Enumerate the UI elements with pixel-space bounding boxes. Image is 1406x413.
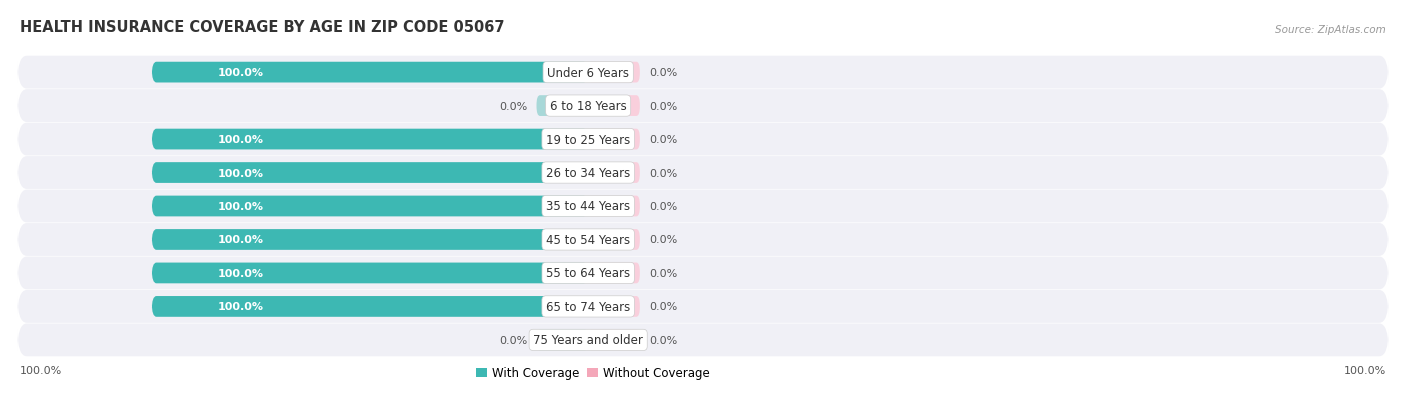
FancyBboxPatch shape [152, 263, 588, 284]
Text: 0.0%: 0.0% [499, 101, 527, 112]
Text: 45 to 54 Years: 45 to 54 Years [546, 233, 630, 247]
Text: 0.0%: 0.0% [650, 101, 678, 112]
Text: 6 to 18 Years: 6 to 18 Years [550, 100, 627, 113]
Text: 0.0%: 0.0% [650, 135, 678, 145]
Text: HEALTH INSURANCE COVERAGE BY AGE IN ZIP CODE 05067: HEALTH INSURANCE COVERAGE BY AGE IN ZIP … [20, 19, 505, 35]
Text: 100.0%: 100.0% [1344, 365, 1386, 375]
Text: 100.0%: 100.0% [20, 365, 62, 375]
Text: 100.0%: 100.0% [218, 168, 263, 178]
Text: 100.0%: 100.0% [218, 268, 263, 278]
FancyBboxPatch shape [17, 257, 1389, 290]
FancyBboxPatch shape [588, 129, 640, 150]
FancyBboxPatch shape [588, 330, 640, 350]
FancyBboxPatch shape [152, 163, 588, 183]
FancyBboxPatch shape [152, 129, 588, 150]
FancyBboxPatch shape [17, 190, 1389, 223]
Text: Under 6 Years: Under 6 Years [547, 66, 628, 79]
Text: 100.0%: 100.0% [218, 202, 263, 211]
Text: 0.0%: 0.0% [650, 268, 678, 278]
FancyBboxPatch shape [152, 296, 588, 317]
FancyBboxPatch shape [17, 223, 1389, 256]
Text: 55 to 64 Years: 55 to 64 Years [546, 267, 630, 280]
Text: 75 Years and older: 75 Years and older [533, 334, 643, 347]
Text: 0.0%: 0.0% [650, 68, 678, 78]
FancyBboxPatch shape [588, 263, 640, 284]
Text: 0.0%: 0.0% [499, 335, 527, 345]
Text: 100.0%: 100.0% [218, 235, 263, 245]
FancyBboxPatch shape [152, 230, 588, 250]
FancyBboxPatch shape [537, 96, 588, 117]
FancyBboxPatch shape [537, 330, 588, 350]
Text: 100.0%: 100.0% [218, 135, 263, 145]
FancyBboxPatch shape [152, 196, 588, 217]
FancyBboxPatch shape [17, 123, 1389, 156]
FancyBboxPatch shape [17, 290, 1389, 323]
Text: 0.0%: 0.0% [650, 202, 678, 211]
FancyBboxPatch shape [17, 324, 1389, 356]
Text: 0.0%: 0.0% [650, 335, 678, 345]
FancyBboxPatch shape [588, 163, 640, 183]
FancyBboxPatch shape [17, 57, 1389, 89]
FancyBboxPatch shape [588, 296, 640, 317]
Text: 0.0%: 0.0% [650, 168, 678, 178]
FancyBboxPatch shape [588, 230, 640, 250]
FancyBboxPatch shape [17, 157, 1389, 190]
FancyBboxPatch shape [152, 63, 588, 83]
FancyBboxPatch shape [588, 196, 640, 217]
Text: 19 to 25 Years: 19 to 25 Years [546, 133, 630, 146]
FancyBboxPatch shape [588, 63, 640, 83]
FancyBboxPatch shape [588, 96, 640, 117]
Text: 35 to 44 Years: 35 to 44 Years [546, 200, 630, 213]
Legend: With Coverage, Without Coverage: With Coverage, Without Coverage [475, 367, 710, 380]
Text: 0.0%: 0.0% [650, 301, 678, 312]
Text: 0.0%: 0.0% [650, 235, 678, 245]
Text: 65 to 74 Years: 65 to 74 Years [546, 300, 630, 313]
FancyBboxPatch shape [17, 90, 1389, 123]
Text: 100.0%: 100.0% [218, 68, 263, 78]
Text: 26 to 34 Years: 26 to 34 Years [546, 166, 630, 180]
Text: 100.0%: 100.0% [218, 301, 263, 312]
Text: Source: ZipAtlas.com: Source: ZipAtlas.com [1275, 24, 1386, 35]
